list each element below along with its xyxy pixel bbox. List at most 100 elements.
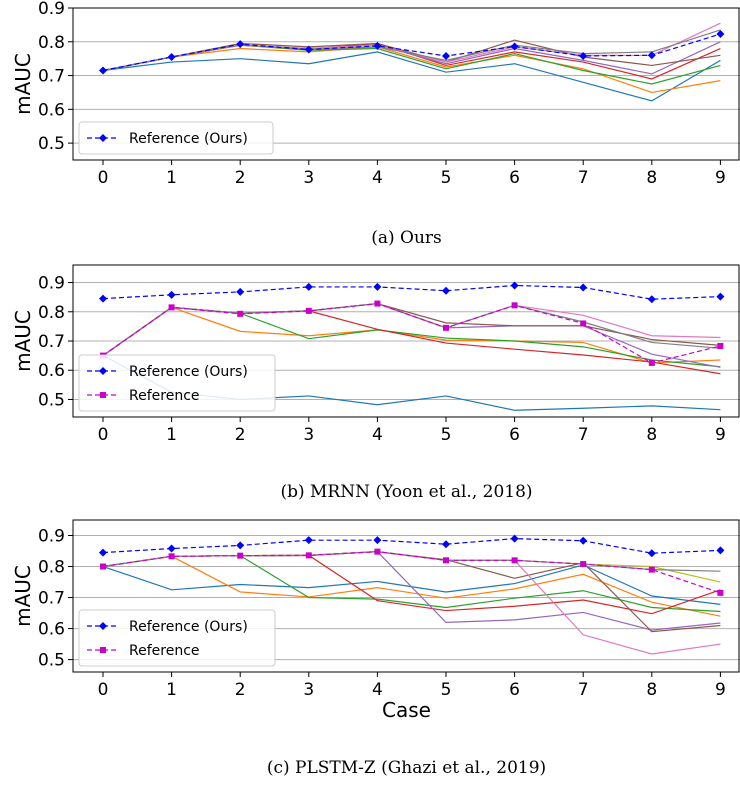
reference-marker	[167, 290, 176, 299]
y-tick-label: 0.8	[38, 303, 65, 323]
reference-marker	[443, 324, 449, 331]
reference-marker	[510, 534, 519, 543]
x-tick-label: 6	[509, 425, 520, 445]
reference-marker	[511, 302, 518, 309]
reference-marker	[580, 320, 587, 327]
x-tick-label: 7	[578, 425, 589, 445]
reference-line-1	[102, 284, 721, 300]
legend-marker	[99, 367, 107, 375]
x-tick-label: 0	[98, 168, 109, 188]
x-tick-label: 6	[509, 680, 520, 700]
reference-marker	[579, 283, 588, 292]
reference-marker	[717, 342, 724, 349]
y-axis-label: mAUC	[11, 310, 35, 372]
reference-marker	[442, 51, 450, 60]
series-line-7	[102, 22, 721, 72]
reference-marker	[374, 548, 381, 555]
y-tick-label: 0.9	[38, 0, 65, 19]
reference-marker	[236, 40, 245, 49]
series-line-1	[102, 51, 721, 102]
reference-marker	[167, 544, 176, 553]
reference-marker	[580, 561, 587, 568]
plot-frame	[72, 519, 740, 673]
reference-marker	[236, 287, 245, 296]
x-tick-label: 3	[303, 168, 314, 188]
reference-marker	[647, 51, 656, 60]
y-tick-label: 0.6	[38, 361, 65, 381]
reference-marker	[579, 51, 588, 60]
reference-marker	[305, 552, 312, 559]
x-tick-label: 9	[715, 680, 726, 700]
reference-marker	[236, 541, 245, 550]
series-line-2	[102, 306, 721, 364]
x-tick-label: 0	[98, 680, 109, 700]
reference-marker	[304, 282, 313, 291]
reference-marker	[168, 304, 175, 311]
reference-marker	[511, 557, 518, 564]
reference-marker	[716, 30, 725, 39]
y-axis-label: mAUC	[11, 53, 35, 115]
x-tick-label: 6	[509, 168, 520, 188]
reference-marker	[647, 295, 656, 304]
reference-marker	[442, 286, 450, 295]
reference-marker	[510, 42, 519, 51]
plot-frame	[72, 7, 740, 161]
x-tick-label: 8	[646, 425, 657, 445]
reference-marker	[373, 41, 382, 50]
reference-marker	[373, 536, 382, 545]
legend-marker	[100, 647, 106, 653]
reference-marker	[648, 359, 655, 366]
series-line-1	[102, 564, 721, 605]
reference-marker	[99, 294, 107, 303]
y-tick-label: 0.7	[38, 332, 65, 352]
x-tick-label: 2	[235, 168, 246, 188]
y-tick-label: 0.5	[38, 390, 65, 410]
series-line-8	[102, 29, 721, 72]
x-tick-label: 4	[372, 168, 383, 188]
y-tick-label: 0.8	[38, 33, 65, 53]
x-tick-label: 1	[166, 680, 177, 700]
x-tick-label: 5	[441, 425, 452, 445]
y-tick-label: 0.5	[38, 134, 65, 154]
reference-line-1	[102, 538, 721, 554]
x-tick-label: 2	[235, 425, 246, 445]
x-tick-label: 9	[715, 168, 726, 188]
reference-marker	[648, 566, 655, 573]
series-line-2	[102, 46, 721, 94]
chart-panel-3: 0.5 0.6 0.7 0.8 0.9 0 1 2 3 4 5 6 7 8 9 mAUC Case Referen…	[11, 519, 740, 778]
reference-marker	[99, 66, 107, 75]
chart-panel-2: 0.5 0.6 0.7 0.8 0.9 0 1 2 3 4 5 6 7 8 9 mAUC Reference (…	[11, 264, 740, 502]
legend-box	[78, 609, 276, 667]
chart-panel-1: 0.5 0.6 0.7 0.8 0.9 0 1 2 3 4 5 6 7 8 9 mAUC Reference (…	[11, 0, 740, 248]
y-tick-label: 0.5	[38, 651, 65, 671]
reference-marker	[168, 553, 175, 560]
x-tick-label: 7	[578, 680, 589, 700]
reference-marker	[100, 563, 106, 570]
legend-label: Reference (Ours)	[129, 364, 248, 380]
y-tick-label: 0.9	[38, 527, 65, 547]
legend-box	[78, 121, 274, 155]
x-tick-label: 8	[646, 680, 657, 700]
figure-caption: (c) PLSTM-Z (Ghazi et al., 2019)	[267, 758, 546, 778]
reference-marker	[237, 552, 244, 559]
reference-marker	[443, 557, 449, 564]
reference-marker	[716, 546, 725, 555]
legend-label: Reference	[129, 388, 200, 404]
reference-marker	[374, 300, 381, 307]
reference-marker	[167, 52, 176, 61]
reference-marker	[304, 45, 313, 54]
figure-caption: (a) Ours	[371, 228, 442, 248]
x-tick-label: 1	[166, 168, 177, 188]
x-tick-label: 8	[646, 168, 657, 188]
x-tick-label: 2	[235, 680, 246, 700]
series-line-3	[102, 44, 721, 85]
y-tick-label: 0.7	[38, 589, 65, 609]
series-line-3	[102, 555, 721, 613]
reference-line-1	[102, 33, 721, 72]
legend-label: Reference	[129, 643, 200, 659]
x-tick-label: 0	[98, 425, 109, 445]
reference-marker	[373, 282, 382, 291]
reference-marker	[304, 536, 313, 545]
reference-marker	[579, 536, 588, 545]
